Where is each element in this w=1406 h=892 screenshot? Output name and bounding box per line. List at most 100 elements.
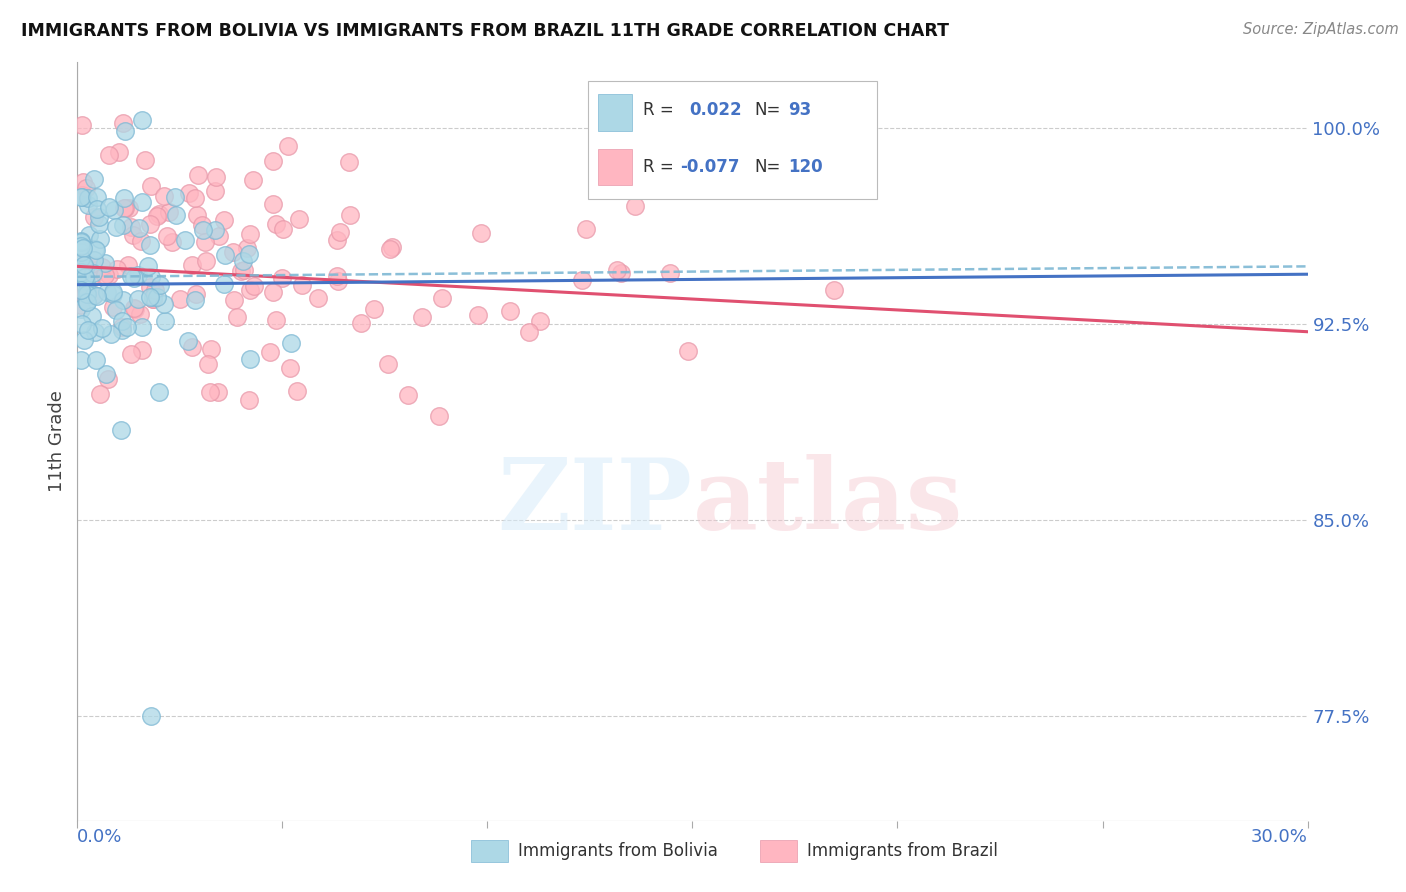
- Point: [239, 283, 262, 297]
- Point: [70, 255, 93, 269]
- Point: [70, 283, 93, 297]
- Point: [236, 241, 259, 255]
- Point: [411, 310, 433, 325]
- Point: [278, 360, 301, 375]
- Point: [676, 344, 699, 359]
- Point: [105, 303, 128, 318]
- Point: [204, 185, 226, 199]
- Point: [97, 148, 120, 162]
- Point: [232, 262, 254, 277]
- Point: [155, 228, 177, 243]
- Point: [157, 205, 180, 219]
- Point: [146, 209, 169, 223]
- Point: [291, 277, 314, 292]
- Point: [120, 269, 142, 284]
- Point: [337, 154, 360, 169]
- Point: [142, 290, 165, 304]
- Point: [180, 258, 202, 272]
- Point: [112, 191, 135, 205]
- Point: [75, 293, 97, 308]
- Point: [139, 290, 162, 304]
- Point: [270, 271, 292, 285]
- Point: [198, 385, 221, 400]
- Point: [86, 202, 108, 216]
- Point: [120, 346, 142, 360]
- Point: [243, 278, 266, 293]
- Text: 0.0%: 0.0%: [77, 829, 122, 847]
- Point: [148, 385, 170, 400]
- Point: [177, 334, 200, 348]
- Point: [86, 190, 108, 204]
- Point: [152, 189, 174, 203]
- Point: [94, 367, 117, 381]
- Point: [204, 170, 226, 185]
- Point: [131, 112, 153, 127]
- Point: [75, 180, 97, 194]
- Point: [112, 116, 135, 130]
- Point: [76, 287, 98, 301]
- Text: N=: N=: [754, 158, 780, 176]
- Point: [226, 310, 249, 325]
- Point: [121, 227, 143, 242]
- Point: [83, 211, 105, 225]
- Point: [432, 291, 454, 305]
- Point: [84, 353, 107, 368]
- Point: [222, 293, 245, 307]
- Point: [118, 201, 141, 215]
- Point: [111, 218, 134, 232]
- Point: [98, 268, 121, 282]
- Point: [111, 314, 134, 328]
- Point: [169, 292, 191, 306]
- Point: [127, 268, 149, 283]
- Point: [73, 260, 96, 275]
- Point: [259, 345, 281, 359]
- Point: [141, 293, 163, 307]
- Point: [77, 197, 100, 211]
- Point: [124, 301, 146, 316]
- Point: [194, 253, 217, 268]
- Point: [128, 307, 150, 321]
- Point: [180, 340, 202, 354]
- Point: [117, 319, 139, 334]
- Point: [84, 243, 107, 257]
- Point: [80, 257, 103, 271]
- Bar: [598, 95, 633, 130]
- Point: [131, 320, 153, 334]
- Point: [238, 227, 260, 241]
- Point: [184, 191, 207, 205]
- Point: [105, 261, 128, 276]
- Point: [72, 258, 94, 272]
- Point: [70, 239, 93, 253]
- Point: [96, 285, 118, 299]
- Point: [73, 270, 96, 285]
- Point: [70, 317, 93, 331]
- Point: [378, 242, 401, 256]
- Point: [70, 234, 93, 248]
- Point: [187, 168, 209, 182]
- Point: [84, 242, 107, 256]
- Text: 30.0%: 30.0%: [1251, 829, 1308, 847]
- Point: [326, 233, 349, 247]
- Text: R =: R =: [644, 158, 673, 176]
- Point: [339, 208, 361, 222]
- Text: 0.022: 0.022: [689, 101, 741, 120]
- Point: [87, 218, 110, 232]
- Point: [242, 172, 264, 186]
- Point: [610, 266, 633, 280]
- Point: [200, 343, 222, 357]
- Point: [131, 235, 153, 249]
- Point: [97, 372, 120, 386]
- Point: [396, 388, 419, 402]
- Point: [184, 293, 207, 307]
- Text: Source: ZipAtlas.com: Source: ZipAtlas.com: [1243, 22, 1399, 37]
- Point: [146, 290, 169, 304]
- Point: [326, 268, 349, 283]
- Point: [76, 295, 98, 310]
- Point: [83, 252, 105, 267]
- Point: [77, 323, 100, 337]
- Point: [173, 233, 195, 247]
- Point: [91, 260, 114, 274]
- Point: [197, 357, 219, 371]
- Point: [97, 200, 120, 214]
- Point: [72, 187, 94, 202]
